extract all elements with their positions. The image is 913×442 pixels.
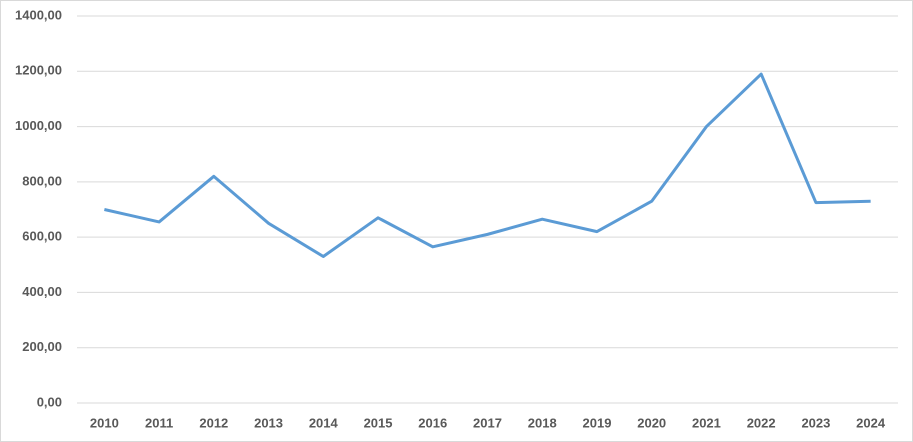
y-tick-label: 800,00 [22,173,62,188]
y-tick-label: 0,00 [37,394,62,409]
x-tick-label: 2014 [309,415,339,430]
x-tick-label: 2023 [801,415,830,430]
x-tick-label: 2022 [747,415,776,430]
y-tick-label: 200,00 [22,339,62,354]
y-tick-label: 1400,00 [15,7,62,22]
x-tick-label: 2010 [90,415,119,430]
x-tick-label: 2018 [528,415,557,430]
x-tick-label: 2016 [418,415,447,430]
x-tick-label: 2013 [254,415,283,430]
x-tick-label: 2017 [473,415,502,430]
x-tick-label: 2021 [692,415,721,430]
x-tick-label: 2020 [637,415,666,430]
x-tick-label: 2012 [199,415,228,430]
x-tick-label: 2011 [145,415,173,430]
x-tick-label: 2019 [583,415,612,430]
x-tick-label: 2015 [364,415,393,430]
x-tick-label: 2024 [856,415,886,430]
data-line [104,72,871,258]
y-tick-label: 1200,00 [15,63,62,78]
y-tick-label: 1000,00 [15,118,62,133]
y-tick-label: 400,00 [22,284,62,299]
y-tick-label: 600,00 [22,229,62,244]
